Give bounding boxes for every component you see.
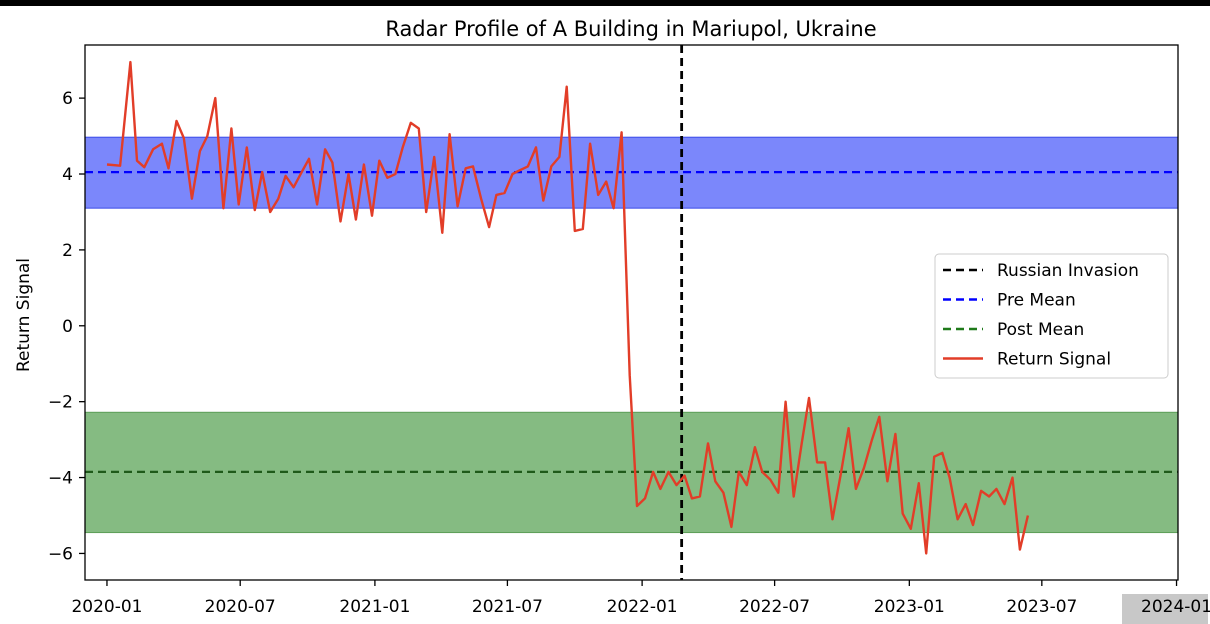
y-tick-label: 0 (62, 317, 73, 337)
x-tick-label: 2023-01 (874, 597, 945, 617)
legend-box (934, 253, 1169, 379)
x-tick-label: 2024-01 (1141, 597, 1210, 617)
x-tick-label: 2021-07 (472, 597, 543, 617)
y-axis-label: Return Signal (14, 258, 34, 372)
chart-title: Radar Profile of A Building in Mariupol,… (385, 17, 876, 41)
x-tick-label: 2021-01 (339, 597, 410, 617)
y-tick-label: −6 (48, 544, 73, 564)
return-signal-line (106, 60, 1030, 555)
reference-lines-layer (85, 45, 1178, 580)
x-tick-label: 2020-07 (205, 597, 276, 617)
legend-entry-label: Return Signal (997, 350, 1111, 370)
x-tick-label: 2023-07 (1006, 597, 1077, 617)
y-tick-label: 4 (62, 165, 73, 185)
signal-layer (106, 60, 1030, 555)
y-tick-label: −2 (48, 393, 73, 413)
top-border (0, 0, 1210, 6)
axes-layer: 6 4 2 0 −2 −4 −6 2020-01 2020-07 2021-01 2021-07 20… (48, 44, 1210, 617)
legend-entry-label: Pre Mean (997, 291, 1076, 311)
legend-entry-label: Russian Invasion (997, 261, 1139, 281)
y-tick-label: 2 (62, 241, 73, 261)
x-tick-label: 2022-07 (739, 597, 810, 617)
legend: Russian Invasion Pre Mean Post Mean Return … (934, 253, 1169, 379)
x-tick-label: 2022-01 (607, 597, 678, 617)
y-tick-label: −4 (48, 469, 73, 489)
legend-entry-label: Post Mean (997, 320, 1084, 340)
x-tick-label: 2020-01 (71, 597, 142, 617)
plot-frame (84, 44, 1179, 581)
x-tick-label-highlight (1122, 594, 1208, 624)
y-tick-label: 6 (62, 89, 73, 109)
